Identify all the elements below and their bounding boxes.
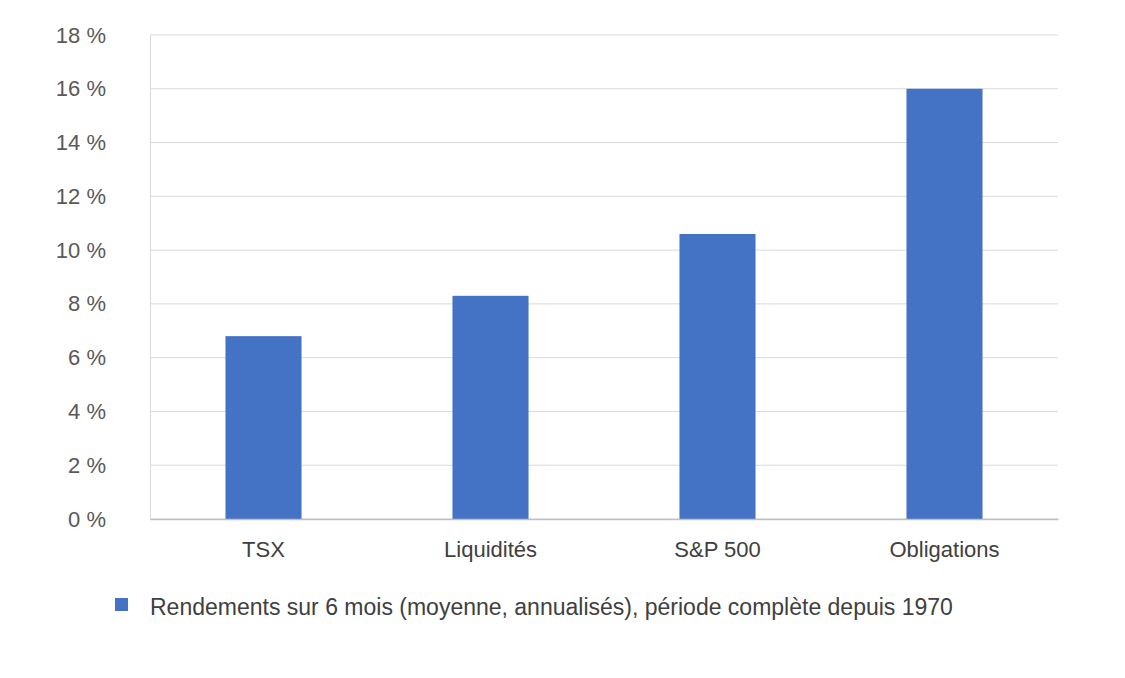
x-tick-label: S&P 500 — [674, 537, 760, 562]
x-tick: Obligations — [889, 519, 999, 562]
y-tick-label: 18 % — [56, 23, 106, 48]
y-axis: 0 % 2 % 4 % 6 % 8 % 10 % 12 % 14 % 16 % 18 % — [56, 23, 151, 532]
x-tick: S&P 500 — [674, 519, 760, 562]
bars — [225, 89, 982, 519]
legend-line: Rendements sur 6 mois (moyenne, annualis… — [150, 594, 953, 620]
x-tick-label: TSX — [242, 537, 285, 562]
bar — [906, 89, 982, 519]
grid-line — [150, 35, 1058, 36]
y-tick-label: 8 % — [68, 291, 106, 316]
y-tick-label: 2 % — [68, 453, 106, 478]
y-tick: 12 % — [56, 184, 150, 209]
y-tick: 16 % — [56, 76, 150, 101]
x-tick-label: Liquidités — [444, 537, 537, 562]
x-axis-line — [151, 519, 1059, 521]
y-tick: 8 % — [68, 291, 150, 316]
y-axis-line — [150, 36, 151, 520]
y-tick: 4 % — [68, 399, 150, 424]
y-tick: 2 % — [68, 453, 150, 478]
legend-label: Rendements sur 6 mois (moyenne, annualis… — [150, 594, 953, 620]
legend: Rendements sur 6 mois (moyenne, annualis… — [115, 594, 953, 620]
y-tick-label: 4 % — [68, 399, 106, 424]
y-tick-label: 6 % — [68, 345, 106, 370]
x-tick: Liquidités — [444, 519, 537, 562]
x-axis: TSX Liquidités S&P 500 Obligations — [151, 519, 1059, 562]
y-tick: 0 % — [68, 507, 150, 532]
y-tick: 14 % — [56, 130, 150, 155]
y-tick: 6 % — [68, 345, 150, 370]
grid — [150, 35, 1058, 519]
legend-swatch — [115, 598, 128, 611]
y-tick-label: 14 % — [56, 130, 106, 155]
bar — [679, 234, 755, 519]
y-tick-label: 0 % — [68, 507, 106, 532]
bar — [225, 336, 301, 519]
y-tick: 18 % — [56, 23, 150, 48]
y-tick-label: 12 % — [56, 184, 106, 209]
y-tick-label: 16 % — [56, 76, 106, 101]
bar — [452, 296, 528, 519]
y-tick-label: 10 % — [56, 238, 106, 263]
x-tick: TSX — [242, 519, 285, 562]
x-tick-label: Obligations — [889, 537, 999, 562]
y-tick: 10 % — [56, 238, 150, 263]
chart: 0 % 2 % 4 % 6 % 8 % 10 % 12 % 14 % 16 % 18 % TSX Li… — [0, 0, 1125, 678]
